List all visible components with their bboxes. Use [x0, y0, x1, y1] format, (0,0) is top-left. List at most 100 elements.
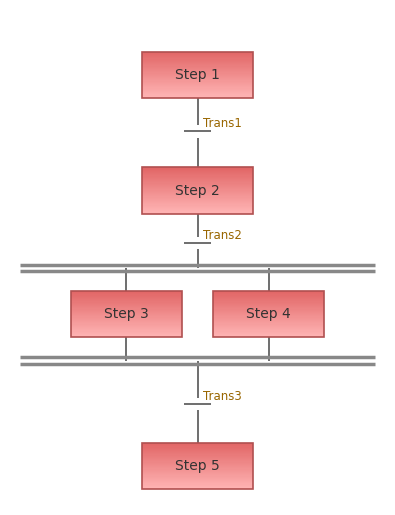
- Bar: [71, 294, 182, 295]
- Bar: [71, 312, 182, 313]
- Bar: [142, 172, 253, 173]
- Bar: [142, 203, 253, 204]
- Bar: [71, 291, 182, 292]
- Bar: [142, 195, 253, 196]
- Text: Step 1: Step 1: [175, 67, 220, 82]
- Bar: [142, 461, 253, 462]
- Bar: [213, 291, 324, 337]
- Bar: [142, 213, 253, 214]
- Bar: [142, 480, 253, 481]
- Bar: [142, 54, 253, 55]
- Bar: [142, 53, 253, 54]
- Bar: [142, 69, 253, 70]
- Bar: [213, 336, 324, 337]
- Bar: [142, 460, 253, 461]
- Bar: [213, 303, 324, 304]
- Bar: [213, 292, 324, 294]
- Bar: [71, 320, 182, 321]
- Bar: [142, 482, 253, 484]
- Bar: [142, 76, 253, 77]
- Bar: [142, 192, 253, 193]
- Bar: [142, 167, 253, 214]
- Bar: [142, 210, 253, 212]
- Bar: [142, 96, 253, 97]
- Bar: [142, 66, 253, 68]
- Bar: [142, 191, 253, 192]
- Bar: [142, 77, 253, 78]
- Bar: [213, 328, 324, 329]
- Bar: [142, 56, 253, 57]
- Bar: [142, 456, 253, 457]
- Bar: [71, 333, 182, 334]
- Bar: [142, 62, 253, 63]
- Bar: [142, 64, 253, 65]
- Bar: [71, 318, 182, 319]
- Bar: [142, 74, 253, 75]
- Bar: [213, 335, 324, 336]
- Bar: [142, 184, 253, 185]
- Bar: [71, 303, 182, 304]
- Bar: [142, 190, 253, 191]
- Bar: [142, 443, 253, 444]
- Bar: [142, 457, 253, 458]
- Bar: [71, 319, 182, 320]
- Bar: [71, 292, 182, 294]
- Bar: [142, 57, 253, 59]
- Bar: [213, 332, 324, 333]
- Bar: [213, 315, 324, 316]
- Bar: [71, 310, 182, 311]
- Bar: [142, 459, 253, 460]
- Bar: [142, 182, 253, 184]
- Bar: [142, 466, 253, 467]
- Bar: [142, 453, 253, 454]
- Bar: [213, 305, 324, 306]
- Bar: [71, 336, 182, 337]
- Bar: [71, 326, 182, 327]
- Bar: [71, 313, 182, 314]
- Bar: [142, 458, 253, 459]
- Bar: [71, 296, 182, 297]
- Bar: [213, 312, 324, 313]
- Bar: [142, 82, 253, 83]
- Bar: [71, 321, 182, 322]
- Bar: [142, 93, 253, 94]
- Bar: [213, 299, 324, 300]
- Bar: [213, 298, 324, 299]
- Bar: [213, 295, 324, 296]
- Bar: [142, 178, 253, 179]
- Bar: [142, 71, 253, 73]
- Bar: [142, 198, 253, 199]
- Bar: [142, 207, 253, 208]
- Bar: [71, 334, 182, 335]
- Bar: [142, 485, 253, 486]
- Bar: [213, 311, 324, 312]
- Bar: [71, 322, 182, 323]
- Bar: [71, 305, 182, 306]
- Text: Step 5: Step 5: [175, 459, 220, 473]
- Bar: [213, 308, 324, 310]
- Bar: [142, 204, 253, 205]
- Bar: [71, 308, 182, 310]
- Text: Trans3: Trans3: [203, 390, 242, 403]
- Bar: [71, 306, 182, 307]
- Bar: [213, 322, 324, 323]
- Bar: [142, 185, 253, 186]
- Bar: [71, 311, 182, 312]
- Text: Trans2: Trans2: [203, 229, 242, 242]
- Bar: [142, 201, 253, 202]
- Bar: [142, 73, 253, 74]
- Bar: [142, 209, 253, 210]
- Bar: [142, 52, 253, 98]
- Bar: [142, 478, 253, 479]
- Bar: [142, 193, 253, 194]
- Bar: [142, 449, 253, 450]
- Bar: [142, 476, 253, 478]
- Bar: [71, 307, 182, 308]
- Bar: [71, 329, 182, 331]
- Bar: [142, 484, 253, 485]
- Bar: [142, 462, 253, 464]
- Bar: [142, 472, 253, 473]
- Bar: [142, 79, 253, 80]
- Bar: [71, 298, 182, 299]
- Bar: [142, 168, 253, 170]
